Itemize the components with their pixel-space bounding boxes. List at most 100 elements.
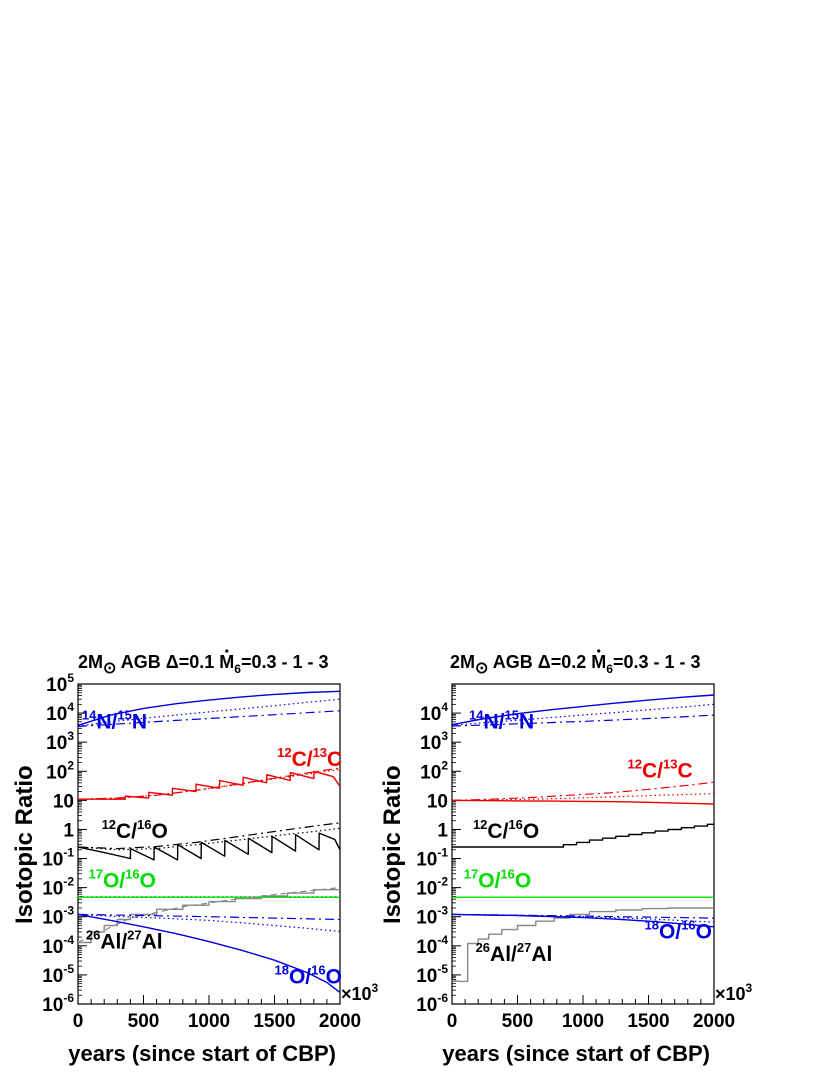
series-line-9 <box>452 907 714 983</box>
x-multiplier-exponent: 3 <box>746 981 753 995</box>
x-multiplier-base: ×10 <box>341 984 372 1004</box>
y-tick-label: 10-3 <box>42 904 74 929</box>
y-tick-base: 10 <box>46 733 67 754</box>
y-tick-exponent: -3 <box>63 904 74 918</box>
label-text: Al <box>531 943 552 966</box>
y-tick-base: 1 <box>63 820 74 841</box>
series-line-3 <box>78 710 340 727</box>
label-superscript: 16 <box>125 867 139 882</box>
y-tick-exponent: -6 <box>437 991 448 1005</box>
x-multiplier: ×103 <box>715 981 753 1004</box>
y-tick-base: 10 <box>42 937 63 958</box>
y-tick-exponent: 5 <box>67 671 74 685</box>
label-superscript: 12 <box>628 757 642 772</box>
y-tick-base: 10 <box>42 879 63 900</box>
title-sun-symbol: ⊙ <box>103 660 116 677</box>
curve-label-Al: 26Al/27Al <box>86 928 163 954</box>
y-tick-label: 10-4 <box>42 933 74 958</box>
y-tick-exponent: -3 <box>437 904 448 918</box>
label-superscript: 14 <box>469 707 484 722</box>
series-line-6 <box>452 781 714 801</box>
series-line-2 <box>78 698 340 727</box>
x-multiplier-exponent: 3 <box>372 981 379 995</box>
series-line-11 <box>452 913 714 923</box>
label-superscript: 18 <box>275 963 289 978</box>
label-text: N/ <box>483 710 504 733</box>
y-tick-base: 10 <box>42 966 63 987</box>
y-tick-label: 10-2 <box>42 875 74 900</box>
series-group <box>452 694 714 983</box>
series-line-2 <box>452 703 714 726</box>
label-text: N <box>132 710 147 733</box>
label-text: O/ <box>478 870 500 893</box>
y-tick-exponent: -1 <box>63 846 74 860</box>
y-tick-base: 10 <box>46 704 67 725</box>
label-superscript: 12 <box>102 817 116 832</box>
series-line-16 <box>78 913 340 921</box>
label-text: C/ <box>292 748 313 771</box>
y-tick-label: 103 <box>420 729 448 754</box>
y-tick-label: 1 <box>437 820 448 841</box>
label-superscript: 16 <box>311 963 325 978</box>
y-tick-exponent: -5 <box>63 962 74 976</box>
series-line-14 <box>78 913 340 993</box>
series-line-9 <box>78 822 340 850</box>
curve-label-C: 12C/13C <box>628 757 693 783</box>
label-superscript: 14 <box>82 707 97 722</box>
series-group <box>78 690 340 993</box>
label-text: N <box>519 710 534 733</box>
label-superscript: 26 <box>476 940 490 955</box>
title-star: AGB <box>488 652 537 672</box>
series-line-1 <box>78 690 340 726</box>
y-tick-exponent: 4 <box>441 700 448 714</box>
label-text: O/ <box>103 870 125 893</box>
y-axis-label: Isotopic Ratio <box>379 765 406 924</box>
y-tick-base: 10 <box>416 966 437 987</box>
label-superscript: 16 <box>137 817 151 832</box>
x-tick-label: 0 <box>447 1011 458 1032</box>
x-tick-label: 1500 <box>627 1011 669 1032</box>
label-superscript: 16 <box>508 817 522 832</box>
label-text: Al <box>142 931 163 954</box>
y-tick-base: 10 <box>420 704 441 725</box>
label-text: C/ <box>642 760 663 783</box>
title-delta: Δ=0.1 <box>166 652 219 672</box>
title-mdot-subscript: 6 <box>606 662 613 676</box>
label-text: O <box>523 820 539 843</box>
label-text: O/ <box>289 966 311 989</box>
series-line-13 <box>78 887 340 944</box>
y-tick-exponent: 3 <box>441 729 448 743</box>
y-tick-label: 10-3 <box>416 904 448 929</box>
y-tick-base: 10 <box>53 791 74 812</box>
x-tick-label: 1500 <box>253 1011 295 1032</box>
y-tick-label: 10-6 <box>416 991 448 1016</box>
label-text: O/ <box>659 920 681 943</box>
y-tick-base: 10 <box>416 850 437 871</box>
y-tick-label: 10-5 <box>416 962 448 987</box>
label-superscript: 27 <box>127 928 141 943</box>
title-mdot-subscript: 6 <box>234 662 241 676</box>
chart-panel-1: 10510410310210110-110-210-310-410-510-60… <box>11 652 379 1066</box>
y-tick-base: 10 <box>416 937 437 958</box>
title-rates: =0.3 - 1 - 3 <box>241 652 329 672</box>
title-mass: 2M <box>450 652 475 672</box>
series-line-1 <box>452 694 714 726</box>
x-tick-label: 1000 <box>188 1011 230 1032</box>
y-tick-base: 10 <box>427 791 448 812</box>
label-superscript: 26 <box>86 928 100 943</box>
y-tick-base: 10 <box>42 995 63 1016</box>
label-superscript: 18 <box>645 917 659 932</box>
title-sun-symbol: ⊙ <box>475 660 488 677</box>
curve-label-CO: 12C/16O <box>473 817 539 843</box>
y-tick-label: 10-1 <box>416 846 448 871</box>
label-superscript: 13 <box>663 757 677 772</box>
label-text: O <box>152 820 168 843</box>
y-tick-base: 10 <box>42 850 63 871</box>
curve-label-N: 14N/15N <box>469 707 534 733</box>
y-tick-exponent: 4 <box>67 700 74 714</box>
mdot-accent <box>597 649 601 653</box>
label-superscript: 15 <box>504 707 518 722</box>
label-superscript: 12 <box>473 817 487 832</box>
